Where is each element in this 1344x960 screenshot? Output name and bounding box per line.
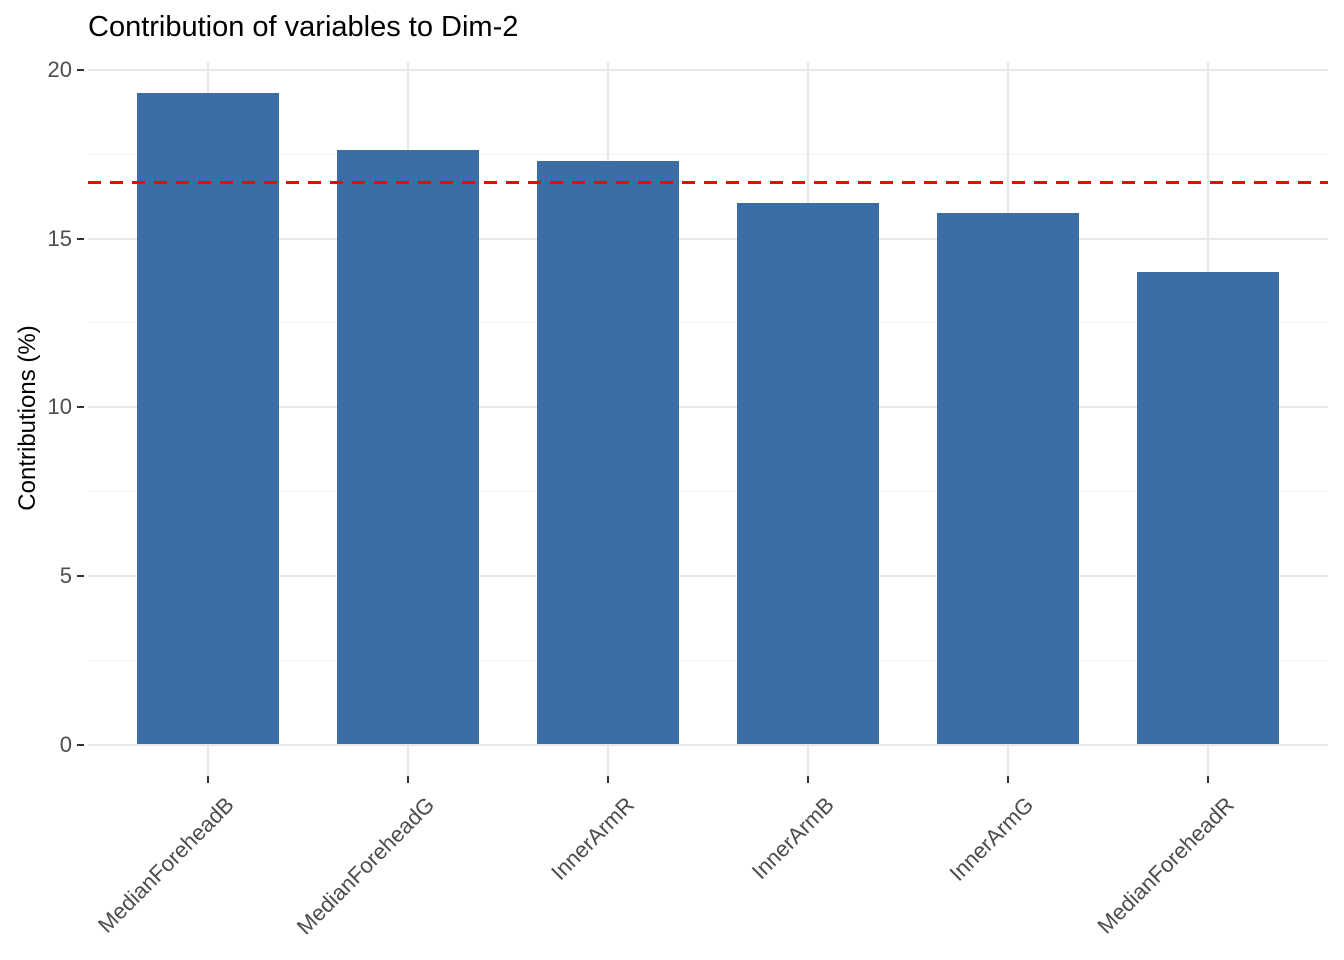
bar bbox=[937, 213, 1079, 745]
y-tick-label: 0 bbox=[59, 731, 72, 757]
y-tick-mark bbox=[77, 574, 84, 577]
h-gridline-minor bbox=[88, 322, 1328, 324]
bar bbox=[1137, 271, 1279, 745]
x-tick-label: MedianForeheadR bbox=[1092, 792, 1239, 939]
x-tick-label: MedianForeheadB bbox=[93, 792, 239, 938]
y-tick-label: 5 bbox=[59, 562, 72, 588]
h-gridline-major bbox=[88, 69, 1328, 71]
h-gridline-minor bbox=[88, 659, 1328, 661]
h-gridline-major bbox=[88, 574, 1328, 577]
h-gridline-minor bbox=[88, 153, 1328, 155]
x-tick-label: InnerArmG bbox=[944, 792, 1039, 886]
x-tick-mark bbox=[607, 776, 609, 783]
y-tick-label: 15 bbox=[47, 225, 72, 251]
h-gridline-major bbox=[88, 237, 1328, 240]
x-tick-mark bbox=[1207, 776, 1209, 783]
chart-title: Contribution of variables to Dim-2 bbox=[88, 11, 519, 43]
y-tick-mark bbox=[77, 237, 84, 240]
y-tick-mark bbox=[77, 69, 84, 71]
bar bbox=[337, 149, 479, 745]
x-tick-mark bbox=[207, 776, 209, 783]
x-tick-mark bbox=[807, 776, 809, 783]
y-tick-label: 10 bbox=[47, 394, 72, 420]
plot-panel bbox=[88, 62, 1328, 775]
bar bbox=[137, 92, 279, 745]
reference-line bbox=[88, 180, 1328, 184]
h-gridline-major bbox=[88, 743, 1328, 746]
y-tick-mark bbox=[77, 743, 84, 746]
x-tick-mark bbox=[407, 776, 409, 783]
bar bbox=[537, 161, 679, 745]
x-tick-label: InnerArmB bbox=[746, 792, 839, 885]
bar bbox=[737, 202, 879, 745]
y-tick-mark bbox=[77, 406, 84, 409]
x-tick-label: InnerArmR bbox=[545, 792, 639, 885]
x-tick-mark bbox=[1007, 776, 1009, 783]
x-tick-label: MedianForeheadG bbox=[291, 792, 439, 940]
h-gridline-major bbox=[88, 406, 1328, 409]
h-gridline-minor bbox=[88, 491, 1328, 493]
y-tick-label: 20 bbox=[47, 57, 72, 82]
